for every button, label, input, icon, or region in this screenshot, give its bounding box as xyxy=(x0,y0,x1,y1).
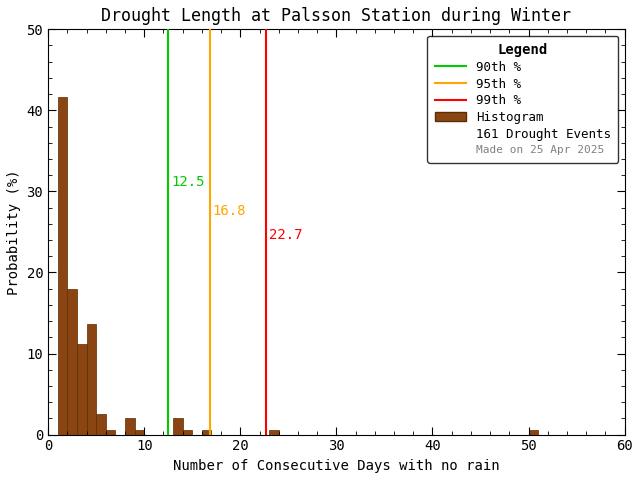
Bar xyxy=(67,288,77,434)
Text: 12.5: 12.5 xyxy=(171,175,205,189)
Text: 22.7: 22.7 xyxy=(269,228,303,242)
Text: 16.8: 16.8 xyxy=(212,204,246,217)
Bar xyxy=(134,430,144,434)
Y-axis label: Probability (%): Probability (%) xyxy=(7,169,21,295)
Legend: 90th %, 95th %, 99th %, Histogram, 161 Drought Events, Made on 25 Apr 2025: 90th %, 95th %, 99th %, Histogram, 161 D… xyxy=(427,36,618,163)
Bar xyxy=(77,344,86,434)
Bar xyxy=(96,414,106,434)
Bar xyxy=(529,430,538,434)
Bar xyxy=(58,97,67,434)
Bar xyxy=(106,430,115,434)
Bar xyxy=(182,430,192,434)
Title: Drought Length at Palsson Station during Winter: Drought Length at Palsson Station during… xyxy=(101,7,572,25)
Bar xyxy=(125,419,134,434)
Bar xyxy=(86,324,96,434)
X-axis label: Number of Consecutive Days with no rain: Number of Consecutive Days with no rain xyxy=(173,459,500,473)
Bar xyxy=(173,419,182,434)
Bar xyxy=(202,430,211,434)
Bar xyxy=(269,430,279,434)
